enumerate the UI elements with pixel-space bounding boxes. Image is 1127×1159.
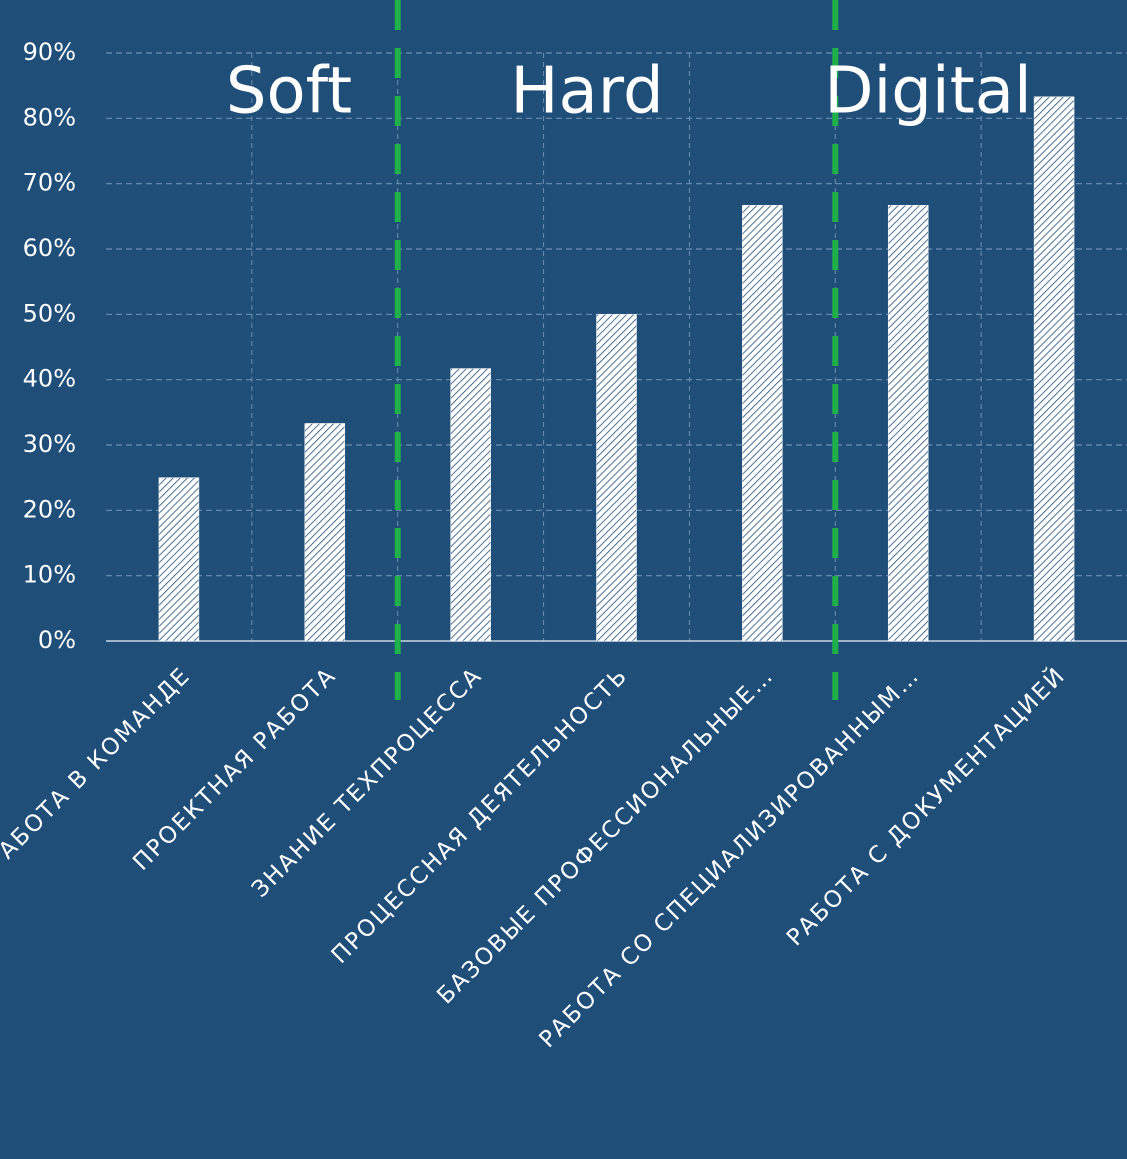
y-tick-label: 40% (23, 365, 76, 393)
y-tick-label: 10% (23, 561, 76, 589)
group-label: Digital (824, 55, 1032, 129)
x-tick-label: БАЗОВЫЕ ПРОФЕССИОНАЛЬНЫЕ… (432, 662, 779, 1009)
y-tick-label: 0% (38, 626, 76, 654)
bar (887, 204, 929, 642)
x-tick-label: ЗНАНИЕ ТЕХПРОЦЕССА (247, 662, 487, 902)
bar (304, 423, 346, 642)
x-tick-label: ПРОЦЕССНАЯ ДЕЯТЕЛЬНОСТЬ (327, 662, 634, 969)
y-tick-label: 50% (23, 299, 76, 327)
bar (1033, 96, 1075, 642)
y-tick-label: 30% (23, 430, 76, 458)
y-tick-label: 90% (23, 38, 76, 66)
bar (158, 477, 200, 642)
bar (596, 314, 637, 642)
x-tick-label: РАБОТА С ДОКУМЕНТАЦИЕЙ (781, 661, 1071, 951)
y-tick-label: 60% (23, 234, 76, 262)
bar (450, 368, 491, 642)
group-label: Soft (226, 55, 352, 129)
group-label: Hard (510, 55, 663, 129)
y-tick-label: 20% (23, 495, 76, 523)
bar (742, 204, 783, 642)
y-tick-label: 80% (23, 103, 76, 131)
y-tick-label: 70% (23, 169, 76, 197)
